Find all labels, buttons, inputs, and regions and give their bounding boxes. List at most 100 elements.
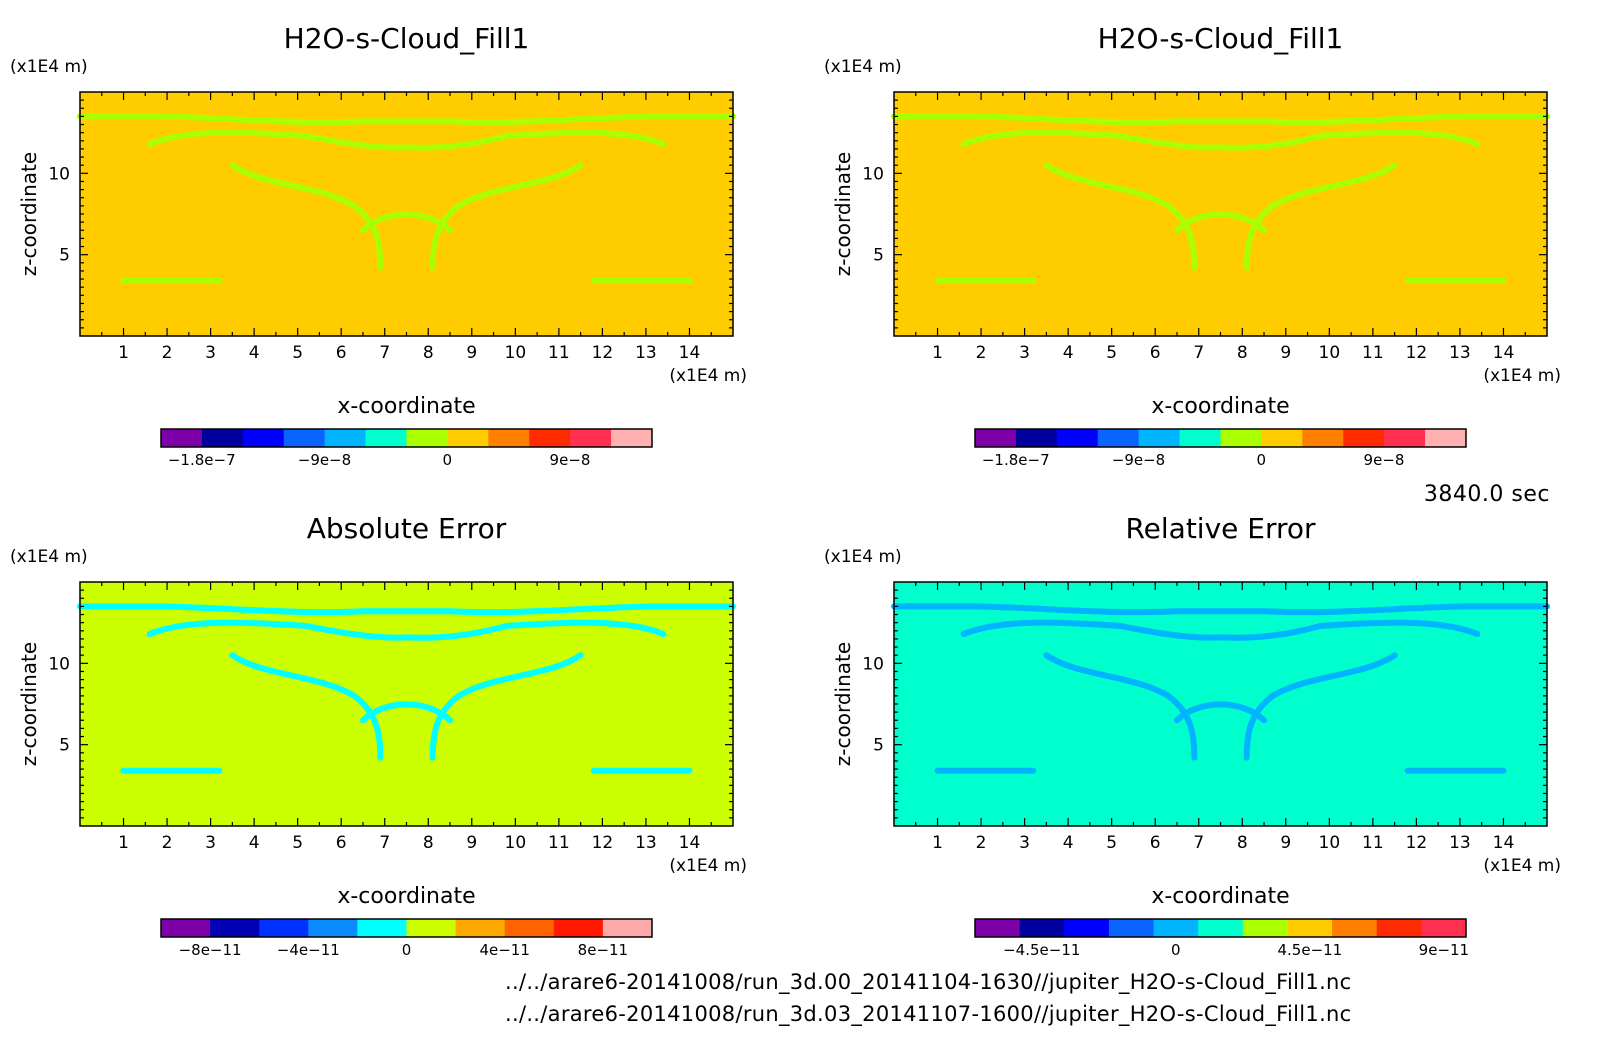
- x-tick-label: 8: [423, 343, 434, 363]
- x-tick-label: 7: [379, 343, 390, 363]
- feature-upper-arc: [960, 129, 1481, 151]
- colorbar-swatch: [1302, 429, 1344, 447]
- colorbar-swatch: [504, 919, 555, 937]
- colorbar-tick-label: 9e−8: [550, 451, 591, 469]
- y-axis-title: z-coordinate: [17, 152, 41, 276]
- colorbar-swatch: [611, 429, 653, 447]
- x-axis-title: x-coordinate: [1151, 394, 1289, 419]
- colorbar-swatch: [1425, 429, 1467, 447]
- x-tick-label: 3: [205, 343, 216, 363]
- panel-4: Relative Error(x1E4 m)(x1E4 m)1 2 3 4 5 6 7 8 9 1…: [824, 512, 1561, 959]
- feature-left-plume: [229, 652, 384, 761]
- x-tick-label: 4: [249, 833, 260, 853]
- y-unit-label: (x1E4 m): [10, 57, 88, 77]
- x-tick-label: 12: [592, 343, 614, 363]
- x-tick-label: 7: [1193, 833, 1204, 853]
- colorbar-frame: [160, 918, 653, 938]
- footer-file-1: ../../arare6-20141008/run_3d.00_20141104…: [505, 970, 1352, 994]
- y-tick-label: 5: [873, 736, 884, 756]
- colorbar: −1.8e−7 −9e−8 0 9e−8: [160, 428, 653, 469]
- y-unit-label: (x1E4 m): [824, 547, 902, 567]
- x-tick-label: 5: [1106, 833, 1117, 853]
- colorbar-swatch: [529, 429, 571, 447]
- x-tick-label: 7: [379, 833, 390, 853]
- feature-upper-arc: [146, 619, 667, 641]
- feature-upper-arc: [146, 129, 667, 151]
- panel-title: H2O-s-Cloud_Fill1: [1098, 22, 1344, 55]
- x-tick-label: 13: [635, 343, 657, 363]
- x-tick-label: 11: [1362, 343, 1384, 363]
- x-tick-label: 3: [205, 833, 216, 853]
- x-unit-label: (x1E4 m): [1483, 366, 1561, 386]
- heatmap-features: [891, 603, 1550, 774]
- colorbar-tick-label: −9e−8: [1112, 451, 1165, 469]
- colorbar-swatch: [1261, 429, 1303, 447]
- colorbar: −8e−11 −4e−11 0 4e−11 8e−11: [160, 918, 653, 959]
- feature-cap: [359, 701, 454, 724]
- x-tick-label: 13: [1449, 833, 1471, 853]
- colorbar-swatch: [1179, 429, 1221, 447]
- time-stamp: 3840.0 sec: [1423, 482, 1550, 507]
- feature-right-plume: [1243, 162, 1398, 271]
- panel-3: Absolute Error(x1E4 m)(x1E4 m)1 2 3 4 5 6 7 8 9 1…: [10, 512, 747, 959]
- feature-left-plume: [1043, 162, 1198, 271]
- colorbar-tick-label: 9e−8: [1364, 451, 1405, 469]
- y-tick-label: 10: [862, 164, 884, 184]
- colorbar-swatch: [201, 429, 244, 447]
- x-tick-label: 13: [635, 833, 657, 853]
- colorbar-tick-label: 0: [1171, 941, 1181, 959]
- panel-title: Absolute Error: [307, 512, 507, 545]
- colorbar-swatch: [1015, 429, 1058, 447]
- colorbar-tick-label: −9e−8: [298, 451, 351, 469]
- x-tick-label: 14: [1493, 343, 1515, 363]
- feature-cap: [1173, 701, 1268, 724]
- colorbar-swatch: [975, 919, 1021, 937]
- x-tick-label: 11: [548, 343, 570, 363]
- colorbar-tick-label: 9e−11: [1419, 941, 1469, 959]
- x-tick-label: 9: [1280, 833, 1291, 853]
- x-tick-label: 1: [118, 833, 129, 853]
- y-tick-label: 10: [862, 654, 884, 674]
- y-axis-title: z-coordinate: [831, 152, 855, 276]
- feature-right-plume: [429, 652, 584, 761]
- panel-title: Relative Error: [1125, 512, 1316, 545]
- x-tick-label: 4: [1063, 343, 1074, 363]
- colorbar-swatch: [1421, 919, 1467, 937]
- x-tick-label: 8: [1237, 343, 1248, 363]
- feature-right-plume: [429, 162, 584, 271]
- feature-top-band: [77, 603, 736, 616]
- colorbar-swatch: [1376, 919, 1422, 937]
- x-tick-label: 6: [1150, 833, 1161, 853]
- x-tick-label: 12: [592, 833, 614, 853]
- colorbar-swatch: [324, 429, 367, 447]
- colorbar-tick-label: −4.5e−11: [1003, 941, 1080, 959]
- colorbar-frame: [974, 428, 1467, 448]
- x-tick-label: 2: [976, 343, 987, 363]
- colorbar-swatch: [602, 919, 653, 937]
- colorbar-swatch: [1242, 919, 1288, 937]
- x-axis-title: x-coordinate: [337, 394, 475, 419]
- x-tick-label: 12: [1406, 833, 1428, 853]
- colorbar: −1.8e−7 −9e−8 0 9e−8: [974, 428, 1467, 469]
- colorbar-swatch: [161, 429, 203, 447]
- colorbar-swatch: [357, 919, 407, 937]
- heatmap-features: [77, 113, 736, 284]
- colorbar-tick-label: 0: [442, 451, 452, 469]
- x-unit-label: (x1E4 m): [669, 366, 747, 386]
- colorbar-swatch: [1108, 919, 1155, 937]
- colorbar-swatch: [406, 919, 457, 937]
- colorbar-swatch: [975, 429, 1017, 447]
- panel-1: H2O-s-Cloud_Fill1(x1E4 m)(x1E4 m)1 2 3 4 5 6 7…: [10, 22, 747, 469]
- x-tick-label: 4: [249, 343, 260, 363]
- x-tick-label: 5: [292, 343, 303, 363]
- feature-cap: [359, 211, 454, 234]
- x-tick-label: 9: [466, 833, 477, 853]
- colorbar-swatch: [1019, 919, 1065, 937]
- colorbar-swatch: [242, 429, 285, 447]
- x-tick-label: 3: [1019, 343, 1030, 363]
- x-tick-label: 10: [1319, 343, 1341, 363]
- x-tick-label: 6: [336, 833, 347, 853]
- colorbar-swatch: [1097, 429, 1140, 447]
- colorbar-swatch: [488, 429, 530, 447]
